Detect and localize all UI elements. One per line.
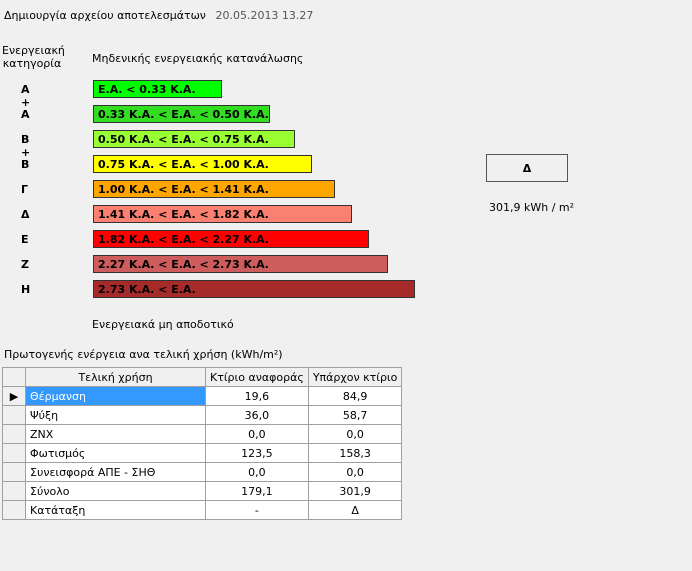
table-row[interactable]: Σύνολο 179,1 301,9 [2, 481, 403, 501]
result-value: 301,9 kWh / m² [489, 201, 575, 214]
reference-building-cell[interactable]: 36,0 [205, 405, 309, 425]
category-header: Ενεργειακή κατηγορία [2, 44, 65, 70]
rating-bar: 0.50 Κ.Α. < Ε.Α. < 0.75 Κ.Α. [93, 130, 295, 148]
current-row-indicator-icon[interactable]: ▶ [2, 386, 26, 406]
reference-building-cell[interactable]: 0,0 [205, 424, 309, 444]
end-use-cell[interactable]: Συνεισφορά ΑΠΕ - ΣΗΘ [25, 462, 206, 482]
rating-bar: 1.82 Κ.Α. < Ε.Α. < 2.27 Κ.Α. [93, 230, 369, 248]
row-header[interactable] [2, 481, 26, 501]
non-efficient-label: Ενεργειακά μη αποδοτικό [92, 318, 234, 331]
rating-letter: B + [21, 133, 31, 159]
rating-bar: 1.41 Κ.Α. < Ε.Α. < 1.82 Κ.Α. [93, 205, 352, 223]
rating-letter: Γ [21, 183, 29, 196]
existing-building-cell[interactable]: 158,3 [307, 443, 403, 463]
table-row[interactable]: Συνεισφορά ΑΠΕ - ΣΗΘ 0,0 0,0 [2, 462, 403, 482]
row-header[interactable] [2, 405, 26, 425]
column-header-existing-building[interactable]: Υπάρχον κτίριο [307, 367, 403, 387]
rating-bar: 2.73 Κ.Α. < Ε.Α. [93, 280, 415, 298]
result-category-box: Δ [486, 154, 568, 182]
column-header-end-use[interactable]: Τελική χρήση [25, 367, 206, 387]
end-use-cell[interactable]: Φωτισμός [25, 443, 206, 463]
reference-building-cell[interactable]: 0,0 [205, 462, 309, 482]
energy-data-grid[interactable]: Τελική χρήση Κτίριο αναφοράς Υπάρχον κτί… [2, 367, 403, 520]
existing-building-cell[interactable]: 0,0 [307, 424, 403, 444]
table-row[interactable]: ΖΝΧ 0,0 0,0 [2, 424, 403, 444]
table-row[interactable]: Φωτισμός 123,5 158,3 [2, 443, 403, 463]
row-header[interactable] [2, 443, 26, 463]
table-row[interactable]: ▶ Θέρμανση 19,6 84,9 [2, 386, 403, 406]
header-title: Δημιουργία αρχείου αποτελεσμάτων [4, 9, 206, 22]
end-use-cell[interactable]: Κατάταξη [25, 500, 206, 520]
rating-letter: B [21, 158, 30, 171]
rating-letter: Z [21, 258, 29, 271]
existing-building-cell[interactable]: Δ [307, 500, 403, 520]
end-use-cell[interactable]: Σύνολο [25, 481, 206, 501]
rating-bar: 2.27 Κ.Α. < Ε.Α. < 2.73 Κ.Α. [93, 255, 388, 273]
header: Δημιουργία αρχείου αποτελεσμάτων 20.05.2… [4, 9, 313, 22]
reference-building-cell[interactable]: - [205, 500, 309, 520]
rating-bar: 0.33 Κ.Α. < Ε.Α. < 0.50 Κ.Α. [93, 105, 270, 123]
rating-bar: Ε.Α. < 0.33 Κ.Α. [93, 80, 222, 98]
table-title: Πρωτογενής ενέργεια ανα τελική χρήση (kW… [4, 348, 283, 361]
reference-building-cell[interactable]: 123,5 [205, 443, 309, 463]
end-use-cell[interactable]: Ψύξη [25, 405, 206, 425]
column-header-reference-building[interactable]: Κτίριο αναφοράς [205, 367, 309, 387]
existing-building-cell[interactable]: 84,9 [307, 386, 403, 406]
reference-building-cell[interactable]: 19,6 [205, 386, 309, 406]
existing-building-cell[interactable]: 0,0 [307, 462, 403, 482]
existing-building-cell[interactable]: 58,7 [307, 405, 403, 425]
row-header[interactable] [2, 462, 26, 482]
grid-corner [2, 367, 26, 387]
table-row[interactable]: Κατάταξη - Δ [2, 500, 403, 520]
row-header[interactable] [2, 500, 26, 520]
rating-letter: Δ [21, 208, 30, 221]
end-use-cell[interactable]: Θέρμανση [25, 386, 206, 406]
existing-building-cell[interactable]: 301,9 [307, 481, 403, 501]
table-row[interactable]: Ψύξη 36,0 58,7 [2, 405, 403, 425]
zero-consumption-label: Μηδενικής ενεργειακής κατανάλωσης [92, 52, 304, 65]
reference-building-cell[interactable]: 179,1 [205, 481, 309, 501]
rating-letter: H [21, 283, 31, 296]
header-date: 20.05.2013 13.27 [215, 9, 314, 22]
rating-letter: A [21, 108, 30, 121]
rating-letter: E [21, 233, 29, 246]
end-use-cell[interactable]: ΖΝΧ [25, 424, 206, 444]
rating-bar: 0.75 Κ.Α. < Ε.Α. < 1.00 Κ.Α. [93, 155, 312, 173]
rating-bar: 1.00 Κ.Α. < Ε.Α. < 1.41 Κ.Α. [93, 180, 335, 198]
rating-letter: A + [21, 83, 31, 109]
row-header[interactable] [2, 424, 26, 444]
